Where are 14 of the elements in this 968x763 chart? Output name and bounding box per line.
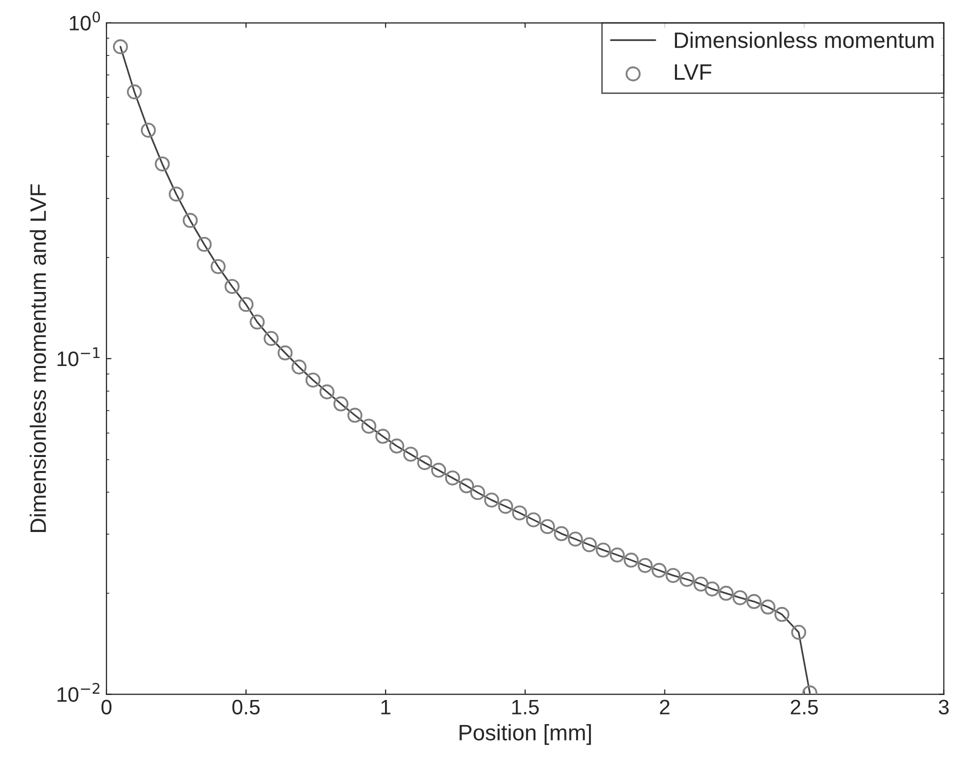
x-tick-label: 0.5 (232, 700, 260, 714)
legend-label: LVF (674, 64, 712, 80)
x-axis-title: Position [mm] (460, 724, 591, 745)
x-tick-label: 3 (938, 700, 949, 714)
x-tick-label: 2 (660, 700, 670, 714)
y-tick-label: 10$^{0}$ (70, 11, 100, 30)
x-tick-label: 2.5 (790, 700, 818, 714)
y-tick-label: 10$^{−2}$ (58, 682, 100, 702)
x-tick-label: 0 (102, 700, 112, 714)
x-tick-label: 1.5 (512, 700, 539, 714)
x-tick-label: 1 (381, 700, 390, 714)
text: Dimensionless momentum (674, 32, 934, 48)
y-tick-label: 10$^{−1}$ (58, 347, 100, 366)
y-axis-title: Dimensionless momentum and LVF (30, 184, 46, 532)
